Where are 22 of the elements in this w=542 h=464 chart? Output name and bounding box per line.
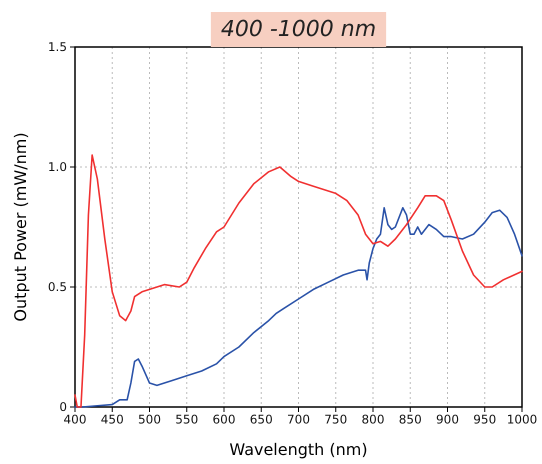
- y-tick-label: 0: [59, 400, 67, 414]
- x-tick-label: 400: [64, 412, 86, 427]
- chart-title: 400 -1000 nm: [220, 17, 376, 42]
- y-tick-label: 0.5: [48, 280, 67, 294]
- line-series: [74, 207, 523, 408]
- x-tick-label: 850: [398, 412, 422, 427]
- x-tick-label: 900: [436, 412, 459, 427]
- x-tick-label: 600: [212, 412, 236, 427]
- y-tick-label: 1.5: [48, 40, 67, 54]
- x-tick-label: 500: [138, 412, 161, 427]
- x-tick-label: 450: [100, 412, 124, 427]
- x-axis-title: Wavelength (nm): [229, 440, 368, 459]
- x-tick-label: 1000: [506, 412, 538, 427]
- x-tick-label: 650: [250, 412, 273, 427]
- x-tick-label: 950: [473, 412, 496, 427]
- y-tick-label: 1.0: [48, 160, 67, 174]
- x-tick-label: 750: [324, 412, 348, 427]
- x-tick-label: 550: [175, 412, 198, 427]
- y-axis-title: Output Power (mW/nm): [11, 132, 30, 322]
- x-tick-label: 700: [287, 412, 310, 427]
- line-series: [74, 154, 523, 408]
- x-tick-label: 800: [362, 412, 384, 427]
